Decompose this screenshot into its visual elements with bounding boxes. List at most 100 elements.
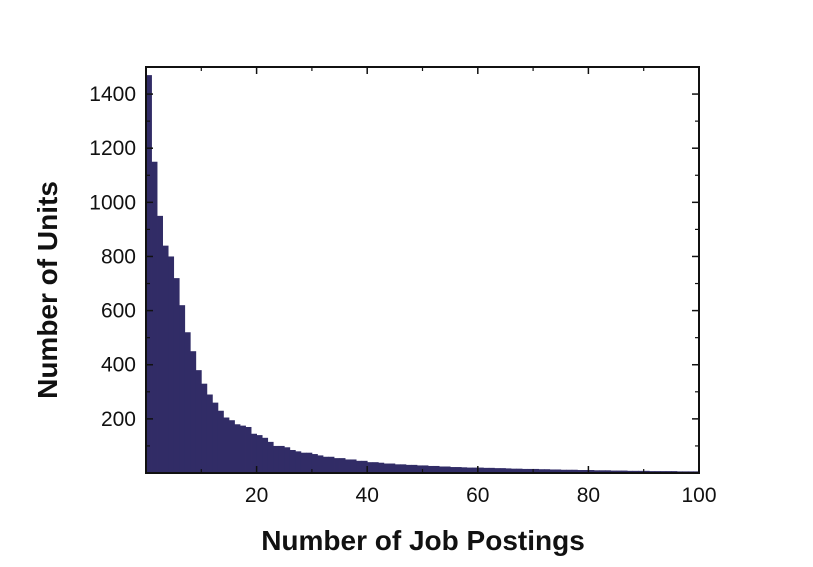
histogram-bar xyxy=(206,394,213,473)
axis-tick-labels: 20 40 60 80 100 200 400 600 800 1000 1200 1400 xyxy=(89,83,716,507)
histogram-bar xyxy=(466,467,473,473)
histogram-bar xyxy=(146,75,152,474)
histogram-bar xyxy=(201,383,208,473)
x-tick-label: 60 xyxy=(466,484,489,507)
histogram-bar xyxy=(439,466,446,473)
histogram-bar xyxy=(643,470,650,473)
histogram-bar xyxy=(278,445,285,473)
histogram-bar xyxy=(483,467,490,473)
histogram-bar xyxy=(472,467,479,473)
histogram-bar xyxy=(361,460,368,473)
histogram-bar xyxy=(162,245,169,473)
y-tick-label: 1200 xyxy=(89,137,136,160)
histogram-bar xyxy=(627,470,634,473)
histogram-bar xyxy=(560,469,567,473)
y-tick-label: 600 xyxy=(101,300,136,323)
histogram-bar xyxy=(306,452,313,473)
histogram-bar xyxy=(604,470,611,473)
histogram-bar xyxy=(267,441,274,473)
histogram-bar xyxy=(538,469,545,473)
histogram-bar xyxy=(295,451,302,473)
histogram-bar xyxy=(328,456,335,473)
histogram-bar xyxy=(389,463,396,473)
histogram-bar xyxy=(555,469,562,473)
histogram-bar xyxy=(190,351,197,473)
histogram-bar xyxy=(383,463,390,473)
histogram-bar xyxy=(588,470,595,473)
histogram-bar xyxy=(455,467,462,473)
histogram-bar xyxy=(289,449,296,473)
histogram-bar xyxy=(544,469,551,473)
histogram-bar xyxy=(477,467,484,473)
histogram-bar xyxy=(322,456,329,473)
histogram-bar xyxy=(533,468,540,473)
histogram-bar xyxy=(582,470,589,473)
histogram-bar xyxy=(499,468,506,473)
histogram-bar xyxy=(433,465,440,473)
histogram-bar xyxy=(522,468,528,473)
histogram-bar xyxy=(461,467,468,473)
histogram-bar xyxy=(217,410,224,473)
histogram-bar xyxy=(450,467,457,473)
histogram-bar xyxy=(240,425,246,473)
histogram-bar xyxy=(488,467,495,473)
histogram-bar xyxy=(416,465,423,473)
axis-ticks xyxy=(146,67,700,473)
histogram-bar xyxy=(510,468,517,473)
y-axis-title: Number of Units xyxy=(32,181,63,399)
histogram-bar xyxy=(638,470,645,473)
histogram-bar xyxy=(300,452,307,473)
histogram-bar xyxy=(516,468,523,473)
histogram-bar xyxy=(195,370,202,473)
histogram-bar xyxy=(378,462,385,473)
histogram-bar xyxy=(566,469,573,473)
y-tick-label: 800 xyxy=(101,245,136,268)
histogram-bar xyxy=(616,470,622,473)
histogram-bar xyxy=(234,424,241,473)
histogram-bar xyxy=(610,470,617,473)
histogram-bar xyxy=(212,402,219,473)
histogram-bar xyxy=(356,460,363,473)
histogram-bar xyxy=(179,305,186,473)
histogram-bar xyxy=(173,278,180,473)
x-axis-title: Number of Job Postings xyxy=(261,525,585,556)
histogram-bar xyxy=(422,465,429,473)
histogram-bar xyxy=(317,455,324,473)
histogram-bar xyxy=(284,447,291,473)
histogram-bar xyxy=(400,464,407,473)
histogram-bar xyxy=(334,458,340,473)
histogram-bar xyxy=(494,468,501,473)
histogram-bar xyxy=(527,468,534,473)
x-tick-label: 40 xyxy=(356,484,379,507)
histogram-bar xyxy=(621,470,628,473)
histogram-bar xyxy=(577,470,584,473)
histogram-bar xyxy=(251,433,257,473)
histogram-bar xyxy=(505,468,512,473)
histogram-bar xyxy=(273,445,280,473)
histogram-bar xyxy=(571,469,578,473)
x-tick-label: 80 xyxy=(577,484,600,507)
histogram-bar xyxy=(311,454,318,473)
histogram-bars xyxy=(146,75,700,474)
histogram-bar xyxy=(405,464,412,473)
histogram-bar xyxy=(345,459,352,473)
histogram-bar xyxy=(339,458,346,473)
y-tick-label: 1000 xyxy=(89,191,136,214)
y-tick-label: 1400 xyxy=(89,83,136,106)
histogram-bar xyxy=(411,464,418,473)
y-tick-label: 200 xyxy=(101,408,136,431)
histogram-bar xyxy=(593,470,600,473)
histogram-bar xyxy=(184,332,191,473)
histogram-bar xyxy=(444,466,451,473)
histogram-bar xyxy=(350,459,357,473)
histogram-bar xyxy=(549,469,556,473)
histogram-bar xyxy=(394,464,401,473)
histogram-bar xyxy=(367,462,374,473)
histogram-bar xyxy=(632,470,639,473)
histogram-bar xyxy=(599,470,606,473)
plot-frame xyxy=(145,66,700,474)
histogram-bar xyxy=(256,435,263,473)
histogram-bar xyxy=(168,256,175,473)
x-tick-label: 20 xyxy=(245,484,268,507)
